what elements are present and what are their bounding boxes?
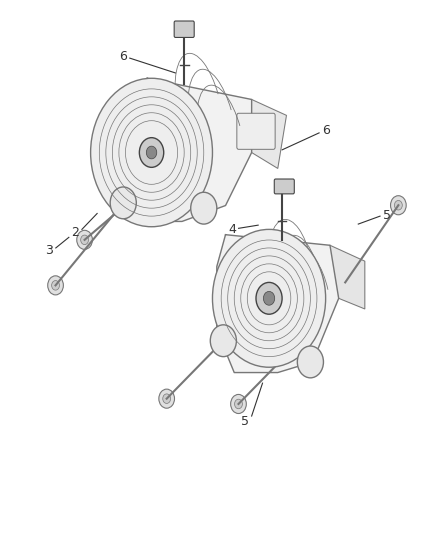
Circle shape — [146, 146, 157, 159]
Circle shape — [231, 394, 246, 414]
Circle shape — [391, 196, 406, 215]
Circle shape — [52, 280, 60, 290]
Circle shape — [139, 138, 164, 167]
Circle shape — [91, 78, 212, 227]
Text: 6: 6 — [119, 50, 127, 63]
Text: 5: 5 — [241, 415, 249, 428]
Circle shape — [395, 200, 402, 210]
Circle shape — [81, 235, 88, 245]
Polygon shape — [217, 235, 339, 373]
Polygon shape — [252, 100, 286, 168]
Circle shape — [210, 325, 237, 357]
FancyBboxPatch shape — [174, 21, 194, 37]
FancyBboxPatch shape — [274, 179, 294, 194]
Circle shape — [191, 192, 217, 224]
Circle shape — [256, 282, 282, 314]
Circle shape — [235, 399, 242, 409]
Circle shape — [297, 346, 323, 378]
Circle shape — [159, 389, 174, 408]
Circle shape — [77, 230, 92, 249]
Circle shape — [48, 276, 64, 295]
Text: 6: 6 — [321, 124, 329, 138]
Circle shape — [163, 394, 170, 403]
Polygon shape — [121, 78, 252, 221]
Circle shape — [212, 229, 325, 367]
Text: 4: 4 — [228, 223, 236, 236]
Text: 1: 1 — [104, 131, 112, 143]
Circle shape — [110, 187, 136, 219]
Polygon shape — [330, 245, 365, 309]
FancyBboxPatch shape — [237, 114, 275, 149]
Text: 3: 3 — [45, 244, 53, 257]
Text: 5: 5 — [383, 208, 391, 222]
Text: 2: 2 — [71, 226, 79, 239]
Circle shape — [263, 292, 275, 305]
